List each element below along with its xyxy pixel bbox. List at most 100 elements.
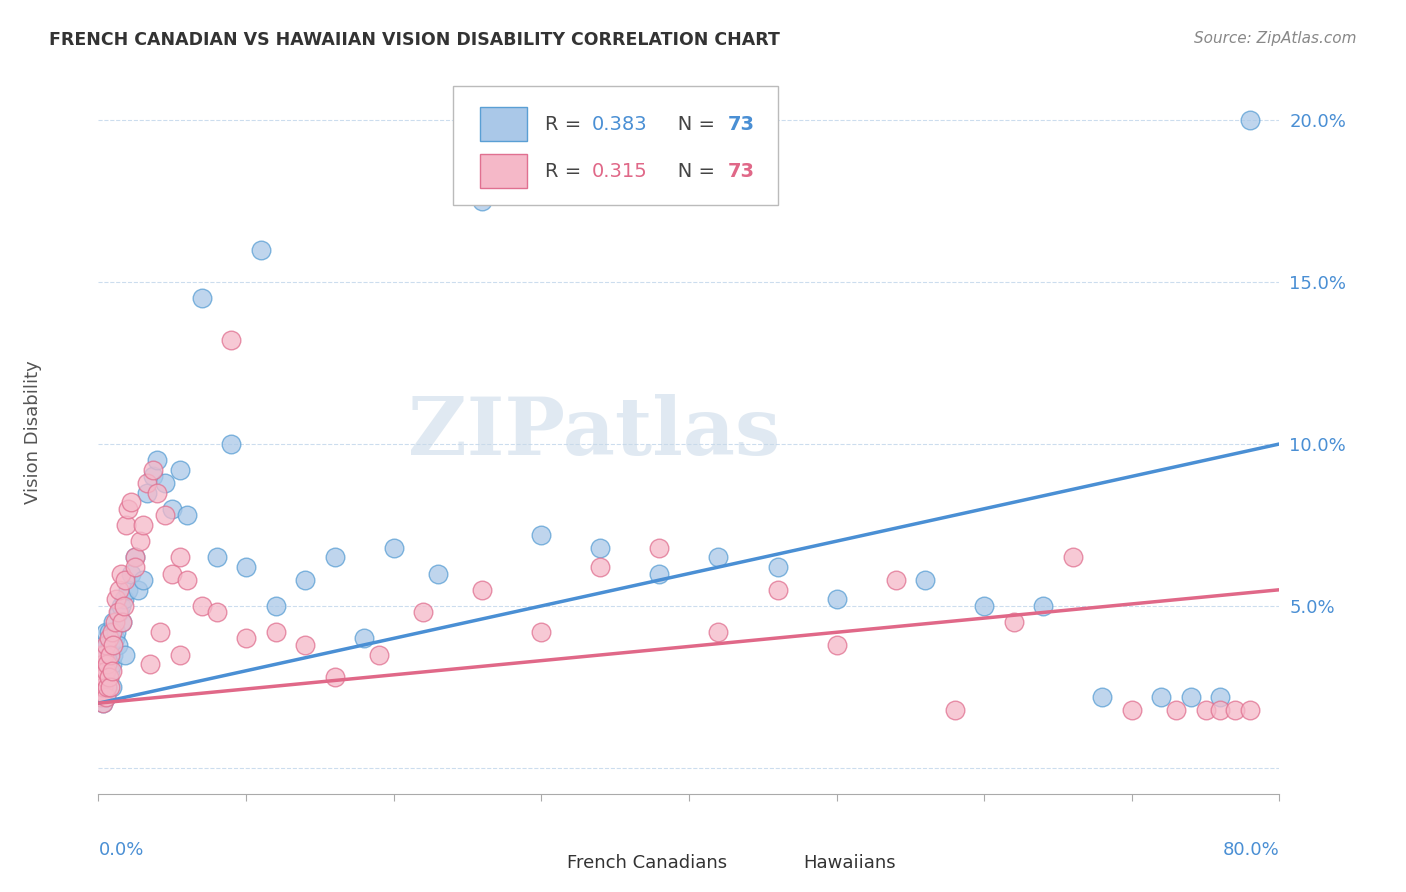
Point: [124, 550, 146, 565]
Point: [94, 624, 117, 639]
Text: N =: N =: [659, 161, 721, 180]
Point: [94, 690, 117, 704]
Point: [114, 648, 136, 662]
Text: 0.0%: 0.0%: [98, 841, 143, 859]
Point: [94, 670, 117, 684]
Point: [127, 582, 149, 597]
Point: [132, 573, 155, 587]
Point: [124, 560, 146, 574]
Point: [110, 566, 132, 581]
Point: [1239, 112, 1261, 127]
Point: [96, 638, 118, 652]
Point: [707, 550, 730, 565]
Point: [107, 606, 129, 620]
Point: [103, 638, 125, 652]
Point: [97, 632, 120, 646]
Point: [90, 648, 112, 662]
Point: [94, 664, 117, 678]
Point: [221, 437, 243, 451]
Point: [100, 680, 122, 694]
Point: [323, 670, 346, 684]
Point: [89, 664, 111, 678]
Point: [98, 648, 121, 662]
Point: [825, 592, 848, 607]
Point: [89, 664, 111, 678]
Point: [124, 550, 146, 565]
Point: [91, 657, 114, 672]
Point: [120, 566, 142, 581]
Point: [1091, 690, 1114, 704]
FancyBboxPatch shape: [523, 848, 553, 877]
Point: [153, 508, 176, 523]
Point: [162, 501, 183, 516]
Point: [110, 599, 132, 613]
Point: [94, 638, 117, 652]
Text: FRENCH CANADIAN VS HAWAIIAN VISION DISABILITY CORRELATION CHART: FRENCH CANADIAN VS HAWAIIAN VISION DISAB…: [49, 31, 780, 49]
Point: [1032, 599, 1054, 613]
Point: [589, 541, 612, 555]
Point: [294, 638, 316, 652]
Point: [97, 624, 120, 639]
Point: [100, 624, 122, 639]
Point: [1166, 703, 1188, 717]
Point: [98, 638, 121, 652]
FancyBboxPatch shape: [453, 86, 778, 205]
Point: [91, 696, 114, 710]
Point: [142, 469, 165, 483]
Point: [96, 680, 118, 694]
Point: [471, 194, 494, 208]
Point: [103, 615, 125, 629]
Point: [294, 573, 316, 587]
Point: [205, 550, 228, 565]
Point: [146, 485, 169, 500]
Point: [943, 703, 966, 717]
Text: Vision Disability: Vision Disability: [24, 360, 42, 505]
Point: [648, 566, 671, 581]
Text: ZIPatlas: ZIPatlas: [408, 393, 780, 472]
Point: [1209, 690, 1232, 704]
Point: [91, 696, 114, 710]
Point: [128, 534, 150, 549]
Point: [90, 690, 112, 704]
Point: [530, 527, 553, 541]
Point: [169, 550, 191, 565]
Point: [427, 566, 450, 581]
Point: [153, 475, 176, 490]
Point: [353, 632, 375, 646]
Point: [96, 657, 118, 672]
Text: French Canadians: French Canadians: [567, 854, 727, 871]
Point: [103, 648, 125, 662]
Point: [94, 648, 117, 662]
Point: [115, 518, 138, 533]
Point: [142, 463, 165, 477]
Point: [825, 638, 848, 652]
Text: 80.0%: 80.0%: [1223, 841, 1279, 859]
Point: [589, 560, 612, 574]
Point: [766, 582, 789, 597]
Point: [97, 670, 120, 684]
Point: [93, 648, 115, 662]
Point: [412, 606, 434, 620]
Point: [93, 638, 115, 652]
Point: [323, 550, 346, 565]
Point: [205, 606, 228, 620]
Text: N =: N =: [659, 114, 721, 134]
Text: 73: 73: [728, 114, 755, 134]
Point: [97, 670, 120, 684]
Point: [91, 657, 114, 672]
Point: [169, 463, 191, 477]
Point: [111, 615, 134, 629]
Point: [162, 566, 183, 581]
FancyBboxPatch shape: [479, 107, 527, 142]
Point: [149, 624, 172, 639]
Point: [914, 573, 936, 587]
Point: [89, 680, 111, 694]
Point: [648, 541, 671, 555]
Point: [89, 680, 111, 694]
Point: [368, 648, 391, 662]
Point: [264, 599, 287, 613]
Point: [90, 648, 112, 662]
Point: [146, 453, 169, 467]
Text: 0.315: 0.315: [592, 161, 648, 180]
FancyBboxPatch shape: [759, 848, 789, 877]
